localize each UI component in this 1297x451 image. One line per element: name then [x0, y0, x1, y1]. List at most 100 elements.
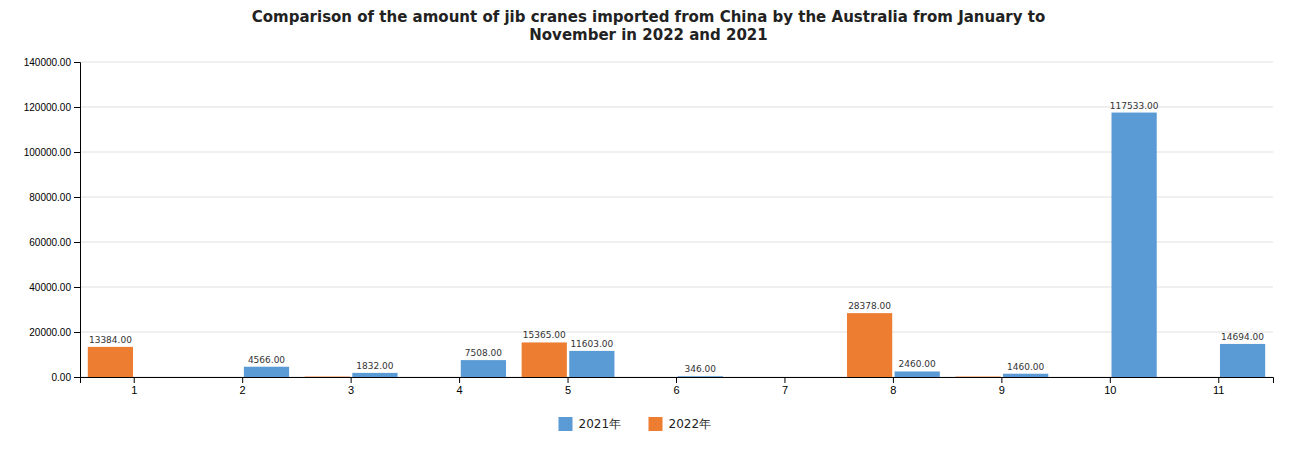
bar	[305, 376, 350, 377]
data-label: 28378.00	[848, 301, 891, 311]
tick-mark	[1110, 377, 1111, 383]
tick: 0.00	[52, 372, 80, 383]
tick-label: 4	[457, 384, 463, 396]
tick-mark	[568, 377, 569, 383]
legend: 2021年 2022年	[559, 417, 712, 431]
tick-label: 40000.00	[29, 282, 71, 293]
bar	[569, 351, 614, 377]
bar	[786, 377, 831, 378]
axis-line	[74, 63, 81, 378]
tick-label: 10	[1104, 384, 1116, 396]
tick-mark	[74, 287, 80, 288]
grid	[80, 62, 1273, 377]
grid-line	[80, 197, 1273, 198]
data-label: 346.00	[685, 364, 717, 374]
tick-mark	[784, 377, 785, 383]
tick: 140000.00	[24, 57, 80, 68]
tick-mark	[134, 377, 135, 383]
tick: 60000.00	[29, 237, 80, 248]
bar	[1172, 377, 1217, 378]
tick-label: 100000.00	[24, 147, 72, 158]
tick-mark	[74, 332, 80, 333]
tick-label: 6	[673, 384, 679, 396]
bar	[847, 313, 892, 377]
legend-label: 2021年	[579, 417, 622, 431]
bar	[135, 377, 180, 378]
legend-label: 2022年	[669, 417, 712, 431]
bar	[895, 371, 940, 377]
tick-mark	[1218, 377, 1219, 383]
legend-swatch	[649, 417, 663, 431]
plot: 13384.0015365.0028378.004566.001832.0075…	[24, 57, 1274, 396]
tick: 80000.00	[29, 192, 80, 203]
bar	[1003, 374, 1048, 377]
tick-label: 120000.00	[24, 102, 72, 113]
bar	[1112, 113, 1157, 377]
tick: 2	[240, 377, 246, 396]
data-label: 15365.00	[523, 330, 566, 340]
bar	[244, 367, 289, 377]
grid-line	[80, 287, 1273, 288]
axis-line	[81, 378, 1274, 384]
bar	[1220, 344, 1265, 377]
tick-label: 60000.00	[29, 237, 71, 248]
tick: 11	[1213, 377, 1224, 396]
data-label: 11603.00	[570, 339, 613, 349]
tick: 3	[348, 377, 354, 396]
legend-item: 2022年	[649, 417, 712, 431]
tick-mark	[74, 197, 80, 198]
bar	[678, 376, 723, 377]
data-label: 117533.00	[1110, 101, 1159, 111]
title: Comparison of the amount of jib cranes i…	[252, 8, 1045, 44]
tick: 4	[457, 377, 463, 396]
tick: 9	[999, 377, 1005, 396]
bar	[461, 360, 506, 377]
data-label: 4566.00	[248, 355, 285, 365]
tick: 5	[565, 377, 571, 396]
tick-label: 0.00	[52, 372, 72, 383]
bar	[630, 377, 675, 378]
tick-mark	[893, 377, 894, 383]
tick: 120000.00	[24, 102, 80, 113]
tick-label: 1	[131, 384, 137, 396]
data-labels: 13384.00 15365.00 28378.00 4566.00 1832.00 75…	[89, 101, 1264, 375]
data-label: 2460.00	[899, 359, 936, 369]
tick-mark	[74, 152, 80, 153]
tick: 100000.00	[24, 147, 80, 158]
tick-mark	[74, 107, 80, 108]
bar	[413, 377, 458, 378]
tick-mark	[74, 242, 80, 243]
tick-label: 20000.00	[29, 327, 71, 338]
legend-swatch	[559, 417, 573, 431]
chart: Comparison of the amount of jib cranes i…	[0, 0, 1297, 451]
bar	[1064, 377, 1109, 378]
tick-mark	[1001, 377, 1002, 383]
x-axis: 1 2 3 4 5 6 7 8 9 10 11	[81, 377, 1274, 396]
tick: 8	[890, 377, 896, 396]
bar-series	[88, 313, 1001, 377]
bars	[88, 113, 1265, 377]
tick-label: 3	[348, 384, 354, 396]
tick: 7	[782, 377, 788, 396]
tick-label: 11	[1213, 384, 1224, 396]
bar	[739, 377, 784, 378]
tick: 20000.00	[29, 327, 80, 338]
legend-item: 2021年	[559, 417, 622, 431]
bar-series	[244, 113, 1265, 377]
tick-label: 5	[565, 384, 571, 396]
bar	[955, 376, 1000, 377]
grid-line	[80, 332, 1273, 333]
data-label: 13384.00	[89, 335, 132, 345]
data-label: 14694.00	[1221, 332, 1264, 342]
data-label: 7508.00	[465, 348, 502, 358]
data-label: 1832.00	[356, 361, 393, 371]
tick-label: 140000.00	[24, 57, 72, 68]
tick-label: 9	[999, 384, 1005, 396]
tick-mark	[351, 377, 352, 383]
grid-line	[80, 62, 1273, 63]
tick-mark	[74, 62, 80, 63]
tick: 40000.00	[29, 282, 80, 293]
tick-label: 7	[782, 384, 788, 396]
tick-label: 2	[240, 384, 246, 396]
bar	[522, 342, 567, 377]
